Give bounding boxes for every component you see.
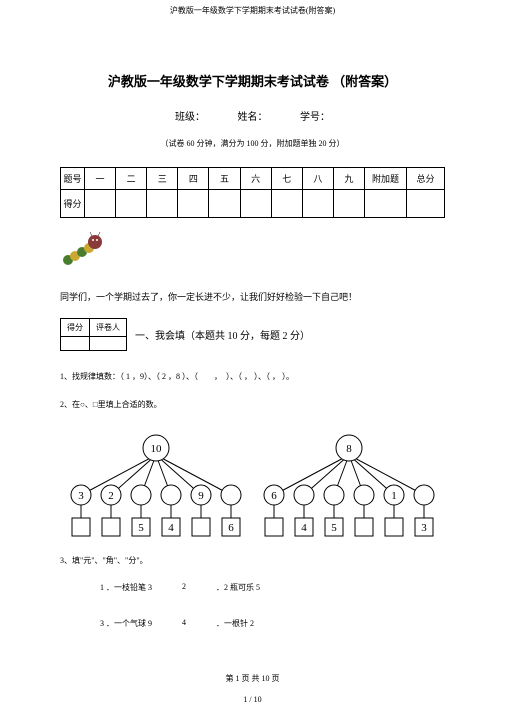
col-header: 六 [240, 168, 271, 190]
header-note: 沪教版一年级数学下学期期末考试试卷(附答案) [0, 0, 505, 16]
svg-text:1: 1 [391, 490, 397, 502]
col-header: 一 [85, 168, 116, 190]
col-header: 九 [333, 168, 364, 190]
svg-text:5: 5 [331, 522, 337, 534]
question-3: 3、填"元"、"角"、"分"。 [60, 555, 445, 568]
col-header: 七 [271, 168, 302, 190]
table-row: 题号 一 二 三 四 五 六 七 八 九 附加题 总分 [61, 168, 445, 190]
svg-text:8: 8 [346, 443, 352, 455]
footer-page: 第 1 页 共 10 页 [0, 673, 505, 684]
col-header: 总分 [407, 168, 445, 190]
q3-row-1: 1 ．一枝铅笔 3 2 ．2 瓶可乐 5 [60, 582, 445, 593]
tree-diagram-2: 8 6 1 4 5 3 [259, 430, 439, 540]
col-header: 四 [178, 168, 209, 190]
svg-text:6: 6 [271, 490, 277, 502]
svg-text:6: 6 [229, 522, 235, 534]
row-label: 题号 [61, 168, 85, 190]
q3-item: 1 ．一枝铅笔 3 [100, 582, 152, 593]
q3-item: ．2 瓶可乐 5 [216, 582, 260, 593]
section-title: 一、我会填（本题共 10 分，每题 2 分） [135, 327, 310, 342]
question-1: 1、找规律填数：（ 1 ，9）、（ 2 ，8 ）、（ ， ）、（ ， ）、（ ，… [60, 371, 445, 384]
id-label: 学号： [300, 112, 330, 123]
q3-item: 4 [182, 618, 186, 629]
caterpillar-icon [60, 230, 445, 272]
col-header: 附加题 [365, 168, 407, 190]
info-row: 班级： 姓名： 学号： [60, 108, 445, 123]
score-table: 题号 一 二 三 四 五 六 七 八 九 附加题 总分 得分 [60, 167, 445, 218]
intro-text: 同学们，一个学期过去了，你一定长进不少，让我们好好检验一下自己吧！ [60, 290, 445, 303]
svg-text:3: 3 [421, 522, 427, 534]
page-title: 沪教版一年级数学下学期期末考试试卷 （附答案） [60, 71, 445, 90]
q3-item: ．一根针 2 [216, 618, 254, 629]
svg-text:4: 4 [169, 522, 175, 534]
svg-text:3: 3 [79, 490, 85, 502]
grader-label: 评卷人 [90, 319, 127, 337]
tree-diagrams: 10 3 2 9 5 4 6 8 [60, 430, 445, 540]
grade-label: 得分 [61, 319, 90, 337]
section-header: 得分评卷人 一、我会填（本题共 10 分，每题 2 分） [60, 318, 445, 351]
col-header: 二 [116, 168, 147, 190]
name-label: 姓名： [238, 112, 268, 123]
col-header: 三 [147, 168, 178, 190]
col-header: 八 [302, 168, 333, 190]
svg-text:9: 9 [199, 490, 205, 502]
svg-text:2: 2 [109, 490, 115, 502]
col-header: 五 [209, 168, 240, 190]
svg-text:10: 10 [151, 443, 163, 455]
svg-text:4: 4 [301, 522, 307, 534]
tree-diagram-1: 10 3 2 9 5 4 6 [66, 430, 246, 540]
grade-box: 得分评卷人 [60, 318, 127, 351]
row-label: 得分 [61, 190, 85, 218]
question-2: 2、在○、□里填上合适的数。 [60, 399, 445, 412]
q3-item: 3 ．一个气球 9 [100, 618, 152, 629]
q3-row-2: 3 ．一个气球 9 4 ．一根针 2 [60, 618, 445, 629]
test-note: （试卷 60 分钟，满分为 100 分，附加题单独 20 分） [60, 138, 445, 149]
class-label: 班级： [175, 112, 205, 123]
q3-item: 2 [182, 582, 186, 593]
table-row: 得分 [61, 190, 445, 218]
svg-text:5: 5 [139, 522, 145, 534]
footer-num: 1 / 10 [0, 695, 505, 704]
